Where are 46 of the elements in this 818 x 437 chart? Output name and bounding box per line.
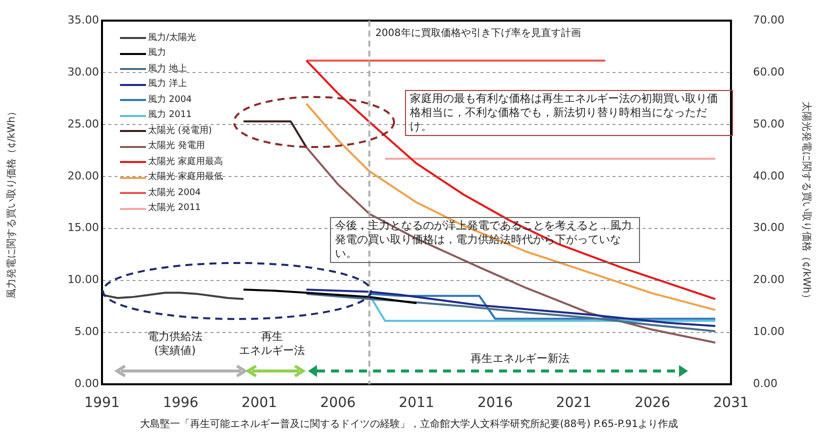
y2-tick-label: 0.00	[753, 377, 778, 390]
legend-label: 風力 地上	[148, 62, 187, 76]
x-tick-label: 2026	[634, 395, 670, 412]
legend-label: 風力/太陽光	[148, 32, 196, 45]
y2-tick-label: 30.00	[753, 221, 784, 234]
x-tick-label: 2011	[398, 395, 434, 412]
legend-label: 太陽光 発電用	[148, 140, 205, 154]
x-tick-label: 2006	[320, 395, 356, 412]
legend-label: 太陽光 家庭用最低	[148, 170, 223, 184]
legend-label: 風力 2011	[148, 108, 192, 122]
x-tick-label: 2001	[241, 395, 278, 412]
x-tick-label: 1996	[162, 395, 199, 412]
y2-axis-title: 太陽光発電に関する買い取り価格（¢/kWh）	[800, 102, 812, 304]
legend-label: 風力	[148, 46, 166, 60]
x-tick-label: 1991	[84, 395, 120, 412]
legend-label: 太陽光 家庭用最高	[148, 156, 223, 169]
y-tick-label: 35.00	[68, 13, 99, 26]
y2-tick-label: 50.00	[753, 117, 784, 130]
legend-label: 太陽光 (発電用)	[148, 124, 212, 138]
y-tick-label: 10.00	[68, 273, 99, 286]
y2-tick-label: 20.00	[753, 273, 784, 286]
annotation: 家庭用の最も有利な価格は再生エネルギー法の初期買い取り価格相当に，不利な価格でも，新法切り替り時相当になっただけ。	[405, 90, 733, 136]
x-tick-label: 2016	[477, 395, 514, 412]
legend-label: 風力 2004	[148, 94, 192, 107]
legend-label: 風力 洋上	[148, 78, 187, 92]
y-tick-label: 0.00	[74, 377, 99, 390]
y2-tick-label: 10.00	[753, 325, 784, 338]
annotation: 再生エネルギー新法	[470, 352, 570, 366]
y2-tick-label: 40.00	[753, 169, 784, 182]
y-tick-label: 25.00	[68, 117, 99, 130]
ref-line-label: 2008年に買取価格や引き下げ率を見直す計画	[375, 27, 581, 40]
y2-tick-label: 60.00	[753, 65, 784, 78]
annotation: エネルギー法	[238, 344, 306, 358]
y-axis-title: 風力発電に関する買い取り価格（¢/kWh）	[6, 106, 18, 298]
text: 大島堅一「再生可能エネルギー普及に関するドイツの経験」，立命館大学人文科学研究所紀要(88号) P.65-P.91より作成	[138, 418, 680, 432]
y-tick-label: 15.00	[68, 221, 99, 234]
y2-tick-label: 70.00	[753, 13, 784, 26]
annotation: 電力供給法 (実績値)	[146, 330, 204, 358]
y-tick-label: 20.00	[68, 169, 99, 182]
x-tick-label: 2031	[713, 395, 749, 412]
annotation: 再生	[260, 330, 284, 344]
legend-label: 太陽光 2004	[148, 186, 201, 200]
y-tick-label: 5.00	[74, 325, 99, 338]
legend-label: 太陽光 2011	[148, 202, 201, 216]
x-tick-label: 2021	[556, 395, 592, 412]
y-tick-label: 30.00	[68, 65, 99, 78]
